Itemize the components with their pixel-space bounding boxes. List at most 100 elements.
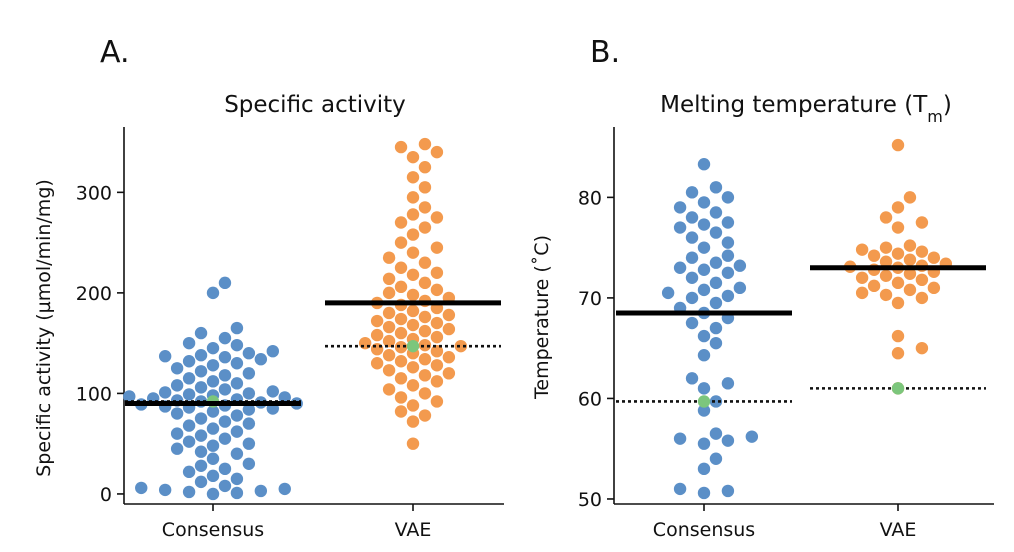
data-point	[697, 462, 711, 476]
data-point	[685, 271, 699, 284]
data-point	[394, 261, 408, 274]
data-point	[394, 372, 408, 385]
data-point	[242, 367, 256, 380]
chart-title-b: Melting temperature (Tm)	[660, 92, 952, 126]
data-point	[158, 350, 172, 363]
data-point	[697, 263, 711, 276]
panel-b: B. Melting temperature (Tm) Temperature …	[531, 35, 994, 541]
data-point	[206, 422, 220, 435]
data-point	[891, 329, 905, 343]
data-point	[915, 291, 929, 305]
panel-label-b: B.	[590, 35, 620, 70]
data-point	[382, 320, 396, 334]
data-point	[697, 404, 711, 417]
data-point	[430, 316, 444, 330]
data-point	[406, 208, 420, 221]
data-point	[891, 276, 905, 290]
data-point	[206, 359, 220, 372]
data-point	[230, 321, 244, 335]
data-point	[915, 341, 929, 355]
data-point	[915, 273, 929, 287]
data-point	[697, 196, 711, 209]
data-point	[394, 355, 408, 368]
data-point	[206, 452, 220, 465]
data-point	[194, 349, 208, 362]
data-point	[685, 251, 699, 264]
data-point	[218, 331, 232, 345]
highlight-point	[891, 382, 905, 395]
data-point	[218, 276, 232, 290]
y-axis-label-b: Temperature (˚C)	[531, 235, 553, 400]
data-point	[194, 459, 208, 472]
data-point	[206, 405, 220, 418]
data-point	[733, 259, 747, 272]
data-point	[685, 372, 699, 385]
data-point	[218, 432, 232, 445]
data-point	[430, 283, 444, 297]
data-point	[442, 367, 456, 380]
data-point	[182, 355, 196, 368]
data-point	[394, 340, 408, 354]
data-point	[442, 351, 456, 364]
data-point	[891, 247, 905, 260]
x-tick-label: VAE	[880, 519, 917, 541]
data-point	[382, 286, 396, 300]
data-point	[218, 383, 232, 396]
data-point	[697, 329, 711, 343]
data-point	[442, 322, 456, 336]
data-point	[418, 181, 432, 194]
data-point	[206, 439, 220, 452]
data-point	[194, 381, 208, 394]
data-point	[709, 321, 723, 335]
data-point	[721, 266, 735, 279]
data-point	[394, 216, 408, 229]
data-point	[697, 218, 711, 231]
data-point	[709, 427, 723, 440]
data-point	[194, 326, 208, 340]
y-tick-label: 70	[578, 288, 602, 310]
data-point	[855, 286, 869, 300]
data-point	[697, 486, 711, 500]
data-point	[406, 228, 420, 241]
data-point	[218, 369, 232, 382]
data-point	[879, 269, 893, 282]
data-point	[709, 296, 723, 310]
data-point	[879, 288, 893, 302]
x-tick-label: Consensus	[653, 519, 755, 541]
y-tick-label: 50	[578, 489, 602, 511]
data-point	[218, 351, 232, 364]
data-point	[855, 271, 869, 284]
data-point	[709, 395, 723, 408]
data-point	[266, 344, 279, 358]
data-point	[370, 314, 384, 328]
data-point	[673, 201, 687, 214]
data-point	[394, 280, 408, 294]
data-point	[418, 353, 432, 366]
data-point	[891, 221, 905, 234]
marks-a: 0 100 200 300 Consensus VAE	[76, 137, 501, 541]
data-point	[394, 236, 408, 249]
data-point	[194, 445, 208, 458]
data-point	[382, 349, 396, 362]
data-point	[697, 157, 711, 171]
data-point	[661, 286, 675, 300]
data-point	[230, 425, 244, 438]
data-point	[406, 268, 420, 281]
highlight-point	[697, 395, 711, 408]
data-point	[418, 310, 432, 324]
data-point	[418, 338, 432, 352]
data-point	[721, 434, 735, 447]
data-point	[242, 403, 256, 416]
data-point	[673, 482, 687, 496]
data-point	[418, 161, 432, 174]
data-point	[406, 150, 420, 164]
data-point	[430, 330, 444, 344]
data-point	[406, 415, 420, 428]
data-point	[406, 246, 420, 259]
data-point	[430, 344, 444, 358]
data-point	[194, 412, 208, 425]
data-point	[370, 357, 384, 370]
data-point	[406, 361, 420, 374]
data-point	[430, 395, 444, 408]
data-point	[194, 429, 208, 442]
